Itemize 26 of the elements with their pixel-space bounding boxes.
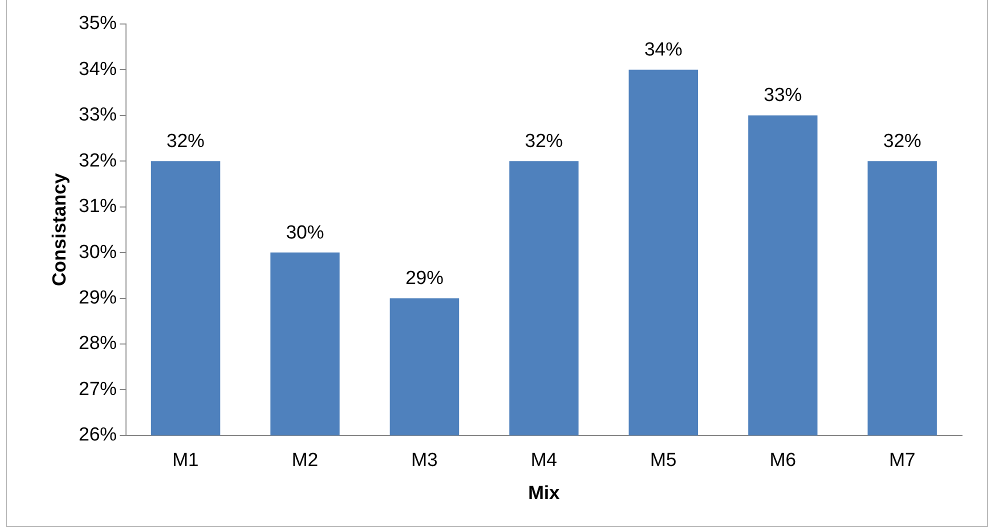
y-tick-label: 26% xyxy=(78,424,117,446)
x-tick-label: M4 xyxy=(530,450,558,472)
data-label: 33% xyxy=(764,85,802,106)
y-axis-title: Consistancy xyxy=(50,172,71,286)
x-tick-label: M2 xyxy=(292,450,318,472)
data-label: 34% xyxy=(644,39,682,60)
y-tick-label: 33% xyxy=(78,104,117,126)
y-tick-label: 35% xyxy=(78,13,117,34)
data-label: 32% xyxy=(166,130,205,152)
x-tick-label: M7 xyxy=(889,450,916,472)
data-label: 32% xyxy=(524,130,564,152)
data-label: 32% xyxy=(883,130,922,152)
data-label: 30% xyxy=(286,222,324,244)
y-tick-label: 29% xyxy=(78,288,117,308)
x-tick-label: M1 xyxy=(172,450,199,472)
x-tick-label: M3 xyxy=(411,450,438,472)
y-tick-label: 30% xyxy=(78,242,117,263)
x-axis-title: Mix xyxy=(528,482,560,504)
y-tick-label: 32% xyxy=(78,150,117,172)
y-tick-label: 34% xyxy=(78,58,117,80)
y-tick-label: 31% xyxy=(78,196,117,218)
data-label: 29% xyxy=(405,268,444,289)
y-tick-label: 27% xyxy=(78,378,117,400)
x-tick-label: M5 xyxy=(650,450,677,472)
x-tick-label: M6 xyxy=(770,450,796,472)
y-tick-label: 28% xyxy=(78,333,117,354)
